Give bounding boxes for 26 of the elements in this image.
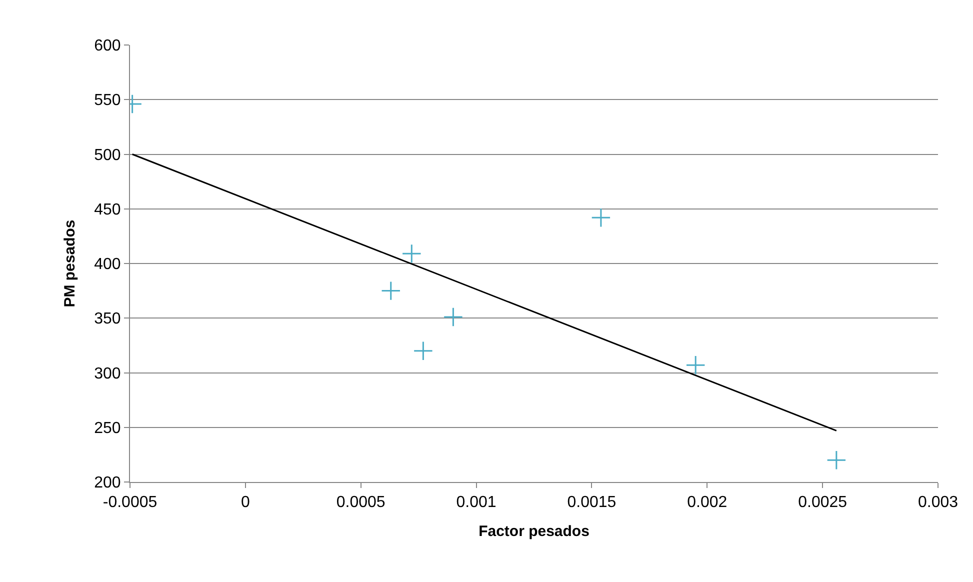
x-tick-label: 0.001 — [456, 494, 496, 512]
point — [591, 208, 611, 228]
point — [443, 307, 464, 327]
x-tick-label: 0.003 — [918, 494, 958, 512]
x-tick-label: 0.0015 — [567, 494, 616, 512]
point — [413, 341, 434, 361]
point — [381, 280, 401, 301]
y-tick-label: 300 — [94, 365, 121, 382]
y-tick-label: 200 — [94, 474, 121, 492]
y-tick-label: 400 — [94, 256, 121, 274]
y-axis-title: PM pesados — [61, 220, 78, 308]
x-axis-title: Factor pesados — [478, 523, 590, 540]
x-tick-label: 0.002 — [687, 494, 728, 512]
y-tick-label: 500 — [94, 146, 121, 164]
y-tick-label: 600 — [94, 38, 121, 55]
y-tick-label: 550 — [94, 92, 121, 110]
x-tick-label: 0.0025 — [798, 494, 848, 512]
y-tick-label: 350 — [94, 310, 121, 328]
y-tick-label: 250 — [94, 420, 121, 437]
x-tick-label: 0.0005 — [336, 494, 386, 512]
point — [826, 450, 846, 470]
point — [402, 244, 422, 264]
point — [686, 355, 706, 375]
x-tick-label: -0.0005 — [102, 494, 158, 512]
x-tick-label: 0 — [240, 494, 250, 512]
y-tick-label: 450 — [94, 201, 121, 218]
